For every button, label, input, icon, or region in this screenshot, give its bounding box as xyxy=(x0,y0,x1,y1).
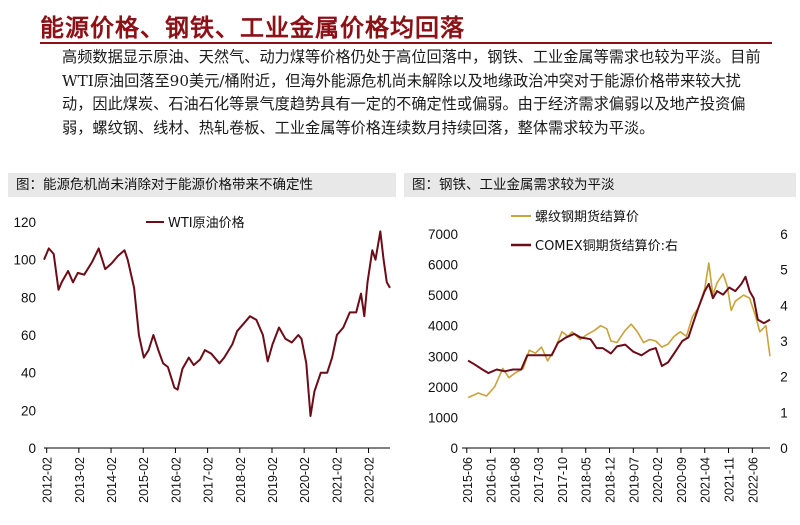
right-right-y-tick-label: 1 xyxy=(780,405,788,420)
left-x-tick-label: 2018-02 xyxy=(234,457,248,503)
right-x-tick-label: 2017-03 xyxy=(532,457,546,503)
summary-paragraph: 高频数据显示原油、天然气、动力煤等价格仍处于高位回落中，钢铁、工业金属等需求也较… xyxy=(62,48,761,137)
right-right-y-tick-label: 4 xyxy=(780,298,788,313)
right-right-y-tick-label: 0 xyxy=(780,441,788,456)
right-x-tick-label: 2018-05 xyxy=(580,457,594,503)
right-left-y-tick-label: 0 xyxy=(450,441,458,456)
left-y-tick-label: 20 xyxy=(21,403,36,418)
left-x-tick-label: 2013-02 xyxy=(73,457,87,503)
left-x-tick-label: 2015-02 xyxy=(137,457,151,503)
right-left-y-tick-label: 3000 xyxy=(428,349,458,364)
right-left-y-tick-label: 7000 xyxy=(428,227,458,242)
chart-right-title: 图：钢铁、工业金属需求较为平淡 xyxy=(404,173,796,197)
wti-price-line xyxy=(43,230,391,417)
right-x-tick-label: 2020-09 xyxy=(675,457,689,503)
rebar-legend-label: 螺纹钢期货结算价 xyxy=(535,209,639,225)
left-legend-label: WTI原油价格 xyxy=(168,215,245,231)
left-x-tick-label: 2021-02 xyxy=(330,457,344,503)
left-x-tick-label: 2017-02 xyxy=(202,457,216,503)
right-x-tick-label: 2020-02 xyxy=(651,457,665,503)
left-x-tick-label: 2019-02 xyxy=(266,457,280,503)
left-x-tick-label: 2012-02 xyxy=(41,457,55,503)
right-right-y-tick-label: 6 xyxy=(780,227,788,242)
right-left-y-tick-label: 1000 xyxy=(428,410,458,425)
right-x-tick-label: 2016-01 xyxy=(485,457,499,503)
left-y-tick-label: 0 xyxy=(28,441,36,456)
right-x-tick-label: 2016-08 xyxy=(508,457,522,503)
right-right-y-tick-label: 5 xyxy=(780,263,788,278)
title-underline xyxy=(40,42,772,44)
left-y-tick-label: 40 xyxy=(21,366,36,381)
page-title: 能源价格、钢铁、工业金属价格均回落 xyxy=(40,14,465,42)
left-y-tick-label: 100 xyxy=(13,253,36,268)
left-y-tick-label: 60 xyxy=(21,328,36,343)
right-x-tick-label: 2021-04 xyxy=(699,457,713,503)
copper-legend-label: COMEX铜期货结算价:右 xyxy=(535,238,678,254)
copper-price-line xyxy=(467,275,771,375)
right-left-y-tick-label: 4000 xyxy=(428,319,458,334)
right-x-tick-label: 2015-06 xyxy=(461,457,475,503)
rebar-price-line xyxy=(467,262,771,399)
chart-left-title: 图：能源危机尚未消除对于能源价格带来不确定性 xyxy=(8,173,396,197)
left-y-tick-label: 80 xyxy=(21,290,36,305)
right-left-y-tick-label: 6000 xyxy=(428,258,458,273)
right-x-tick-label: 2022-06 xyxy=(746,457,760,503)
right-left-y-tick-label: 2000 xyxy=(428,380,458,395)
right-right-y-tick-label: 2 xyxy=(780,370,788,385)
left-x-tick-label: 2014-02 xyxy=(105,457,119,503)
right-x-tick-label: 2021-11 xyxy=(723,457,737,502)
left-x-tick-label: 2020-02 xyxy=(298,457,312,503)
left-x-tick-label: 2022-02 xyxy=(363,457,377,503)
right-right-y-tick-label: 3 xyxy=(780,334,788,349)
right-x-tick-label: 2018-12 xyxy=(604,457,618,503)
right-left-y-tick-label: 5000 xyxy=(428,288,458,303)
right-x-tick-label: 2017-10 xyxy=(556,457,570,503)
left-y-tick-label: 120 xyxy=(13,215,36,230)
left-x-tick-label: 2016-02 xyxy=(169,457,183,503)
right-x-tick-label: 2019-07 xyxy=(627,457,641,503)
